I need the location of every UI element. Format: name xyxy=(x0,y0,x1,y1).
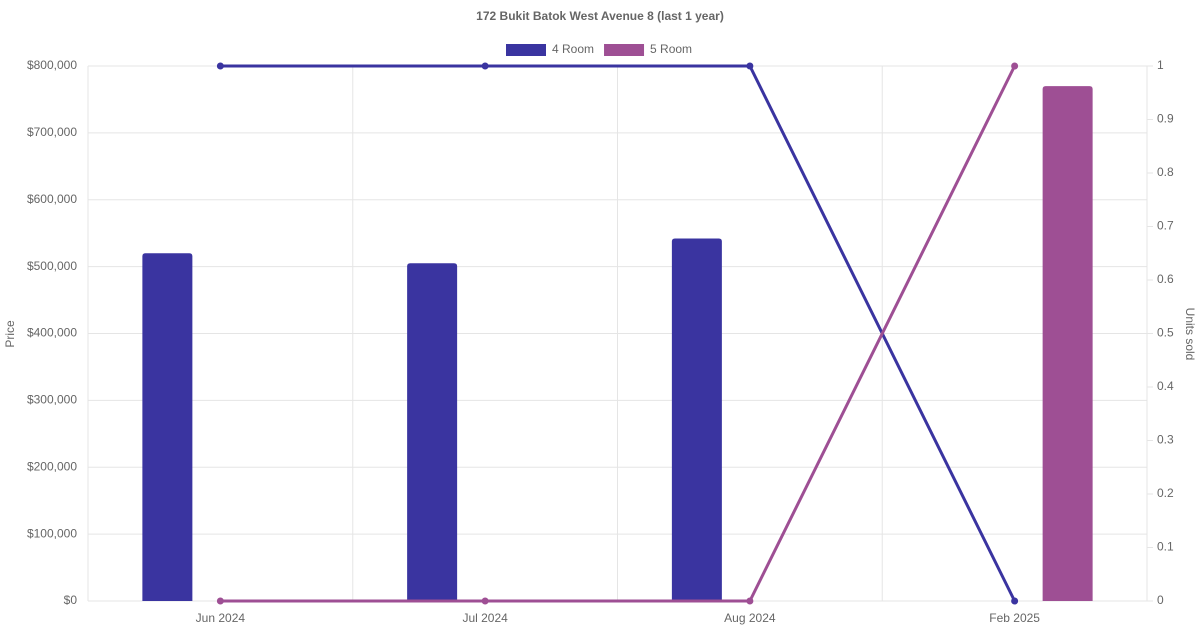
legend-label: 5 Room xyxy=(650,42,692,56)
y2-tick-label: 0.8 xyxy=(1157,165,1174,179)
y2-tick-label: 0.5 xyxy=(1157,326,1174,340)
y2-tick-label: 1 xyxy=(1157,58,1164,72)
y2-tick-label: 0 xyxy=(1157,593,1164,607)
y-tick-label: $500,000 xyxy=(27,259,77,273)
legend-swatch xyxy=(506,44,546,56)
line-point xyxy=(1011,597,1019,605)
y2-tick-label: 0.6 xyxy=(1157,272,1174,286)
bar xyxy=(671,238,722,601)
y-tick-label: $300,000 xyxy=(27,393,77,407)
legend-swatch xyxy=(604,44,645,56)
chart-title: 172 Bukit Batok West Avenue 8 (last 1 ye… xyxy=(476,9,724,23)
line-point xyxy=(746,597,754,605)
y2-axis-label: Units sold xyxy=(1183,308,1197,361)
x-tick-label: Jul 2024 xyxy=(462,611,508,625)
line-point xyxy=(216,62,224,70)
y-tick-label: $600,000 xyxy=(27,192,77,206)
bar xyxy=(407,263,458,601)
line-point xyxy=(1011,62,1019,70)
x-tick-label: Feb 2025 xyxy=(989,611,1040,625)
line-point xyxy=(216,597,224,605)
y2-tick-label: 0.4 xyxy=(1157,379,1174,393)
legend-label: 4 Room xyxy=(552,42,594,56)
bar xyxy=(1042,86,1093,601)
x-tick-label: Jun 2024 xyxy=(196,611,246,625)
y2-tick-label: 0.1 xyxy=(1157,540,1174,554)
bar xyxy=(142,253,193,601)
y-tick-label: $200,000 xyxy=(27,459,77,473)
y-tick-label: $400,000 xyxy=(27,326,77,340)
x-tick-label: Aug 2024 xyxy=(724,611,776,625)
y-tick-label: $700,000 xyxy=(27,125,77,139)
y-tick-label: $800,000 xyxy=(27,58,77,72)
y2-tick-label: 0.9 xyxy=(1157,112,1174,126)
line xyxy=(220,65,1016,603)
y2-tick-label: 0.2 xyxy=(1157,486,1174,500)
line-point xyxy=(481,597,489,605)
y-axis-label: Price xyxy=(3,320,17,348)
y-tick-label: $100,000 xyxy=(27,526,77,540)
line-point xyxy=(481,62,489,70)
y2-tick-label: 0.3 xyxy=(1157,433,1174,447)
y-tick-label: $0 xyxy=(64,593,78,607)
line-point xyxy=(746,62,754,70)
y2-tick-label: 0.7 xyxy=(1157,219,1174,233)
